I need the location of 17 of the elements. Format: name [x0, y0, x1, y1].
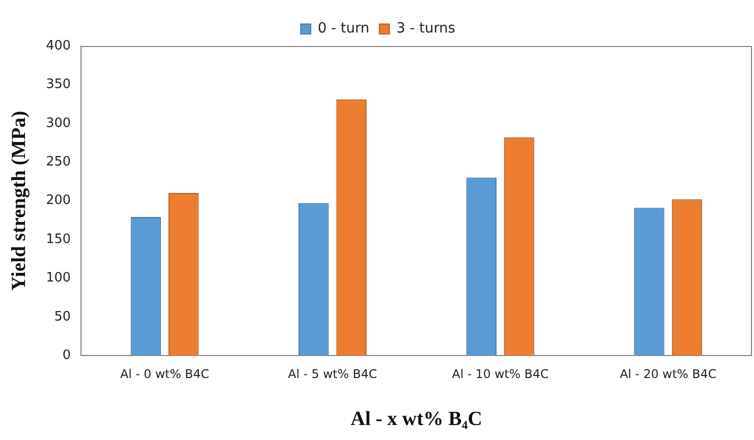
x-axis-title: Al - x wt% B₄C — [350, 408, 482, 430]
y-tick-label: 100 — [46, 270, 71, 286]
y-tick-label: 250 — [46, 154, 71, 170]
legend-label: 0 - turn — [318, 20, 370, 37]
x-tick-label: Al - 5 wt% B4C — [288, 366, 377, 381]
y-tick-label: 200 — [46, 193, 71, 208]
y-tick-label: 350 — [46, 77, 71, 92]
x-tick-label: Al - 10 wt% B4C — [452, 366, 549, 381]
legend-label: 3 - turns — [396, 20, 456, 37]
x-tick-label: Al - 20 wt% B4C — [620, 366, 716, 381]
x-tick-label: Al - 0 wt% B4C — [120, 366, 210, 381]
y-tick-label: 300 — [46, 116, 71, 131]
y-tick-label: 0 — [62, 348, 71, 363]
y-tick-label: 400 — [46, 38, 71, 54]
y-tick-label: 50 — [54, 309, 71, 324]
y-axis-title: Yield strength (MPa) — [8, 110, 30, 291]
y-tick-label: 150 — [46, 232, 71, 247]
